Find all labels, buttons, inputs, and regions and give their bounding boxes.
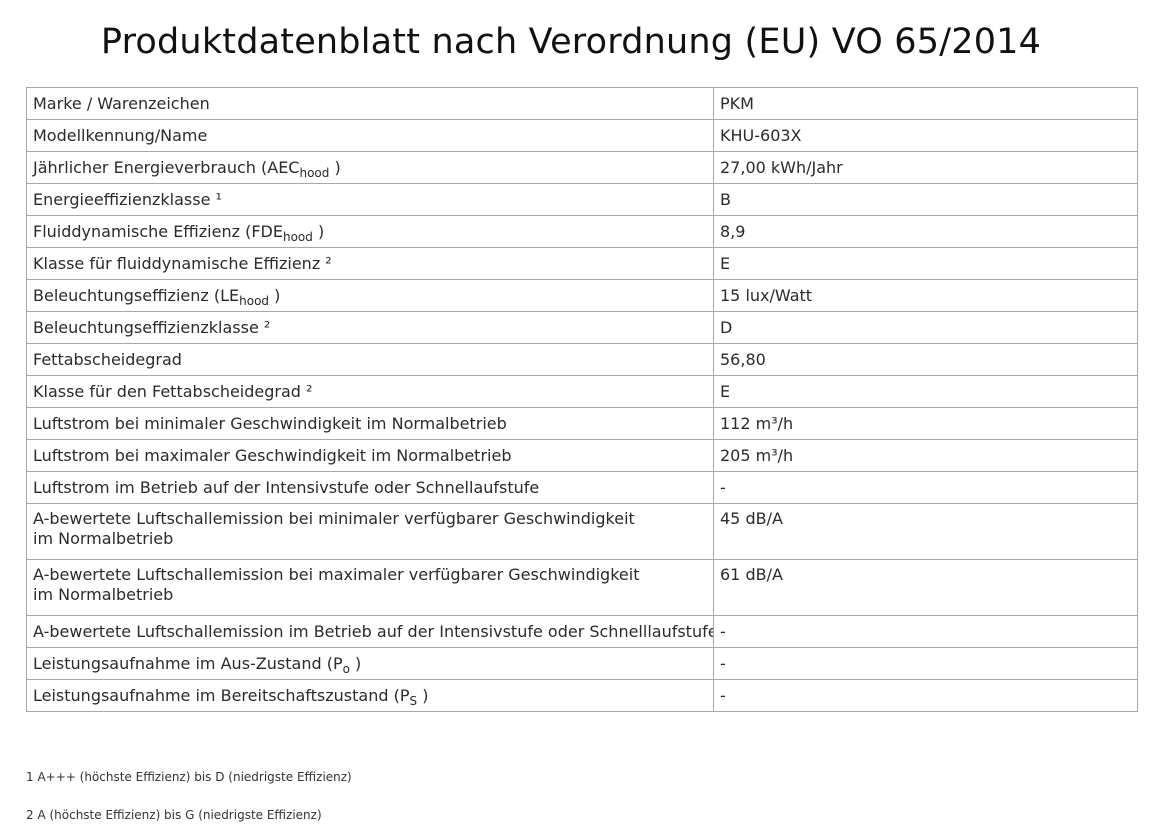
row-value: PKM — [713, 87, 1138, 120]
table-row: Fluiddynamische Effizienz (FDEhood ) 8,9 — [26, 215, 1138, 248]
row-value: - — [713, 679, 1138, 712]
row-value: D — [713, 311, 1138, 344]
table-row: Fettabscheidegrad 56,80 — [26, 343, 1138, 376]
row-label: Beleuchtungseffizienz (LEhood ) — [26, 279, 714, 312]
row-label: Modellkennung/Name — [26, 119, 714, 152]
label-text-end: ) — [269, 285, 281, 305]
label-text: Leistungsaufnahme im Aus-Zustand (P — [33, 653, 343, 673]
table-row: A-bewertete Luftschallemission bei maxim… — [26, 559, 1138, 616]
row-value: - — [713, 471, 1138, 504]
row-label: Fluiddynamische Effizienz (FDEhood ) — [26, 215, 714, 248]
label-text-end: ) — [312, 221, 325, 241]
row-value: 61 dB/A — [713, 559, 1138, 616]
row-label: Leistungsaufnahme im Aus-Zustand (Po ) — [26, 647, 714, 680]
table-row: Leistungsaufnahme im Aus-Zustand (Po ) - — [26, 647, 1138, 680]
label-subscript: hood — [239, 293, 270, 308]
label-subscript: S — [409, 693, 418, 708]
label-line-2: im Normalbetrieb — [33, 529, 174, 548]
row-value: 27,00 kWh/Jahr — [713, 151, 1138, 184]
row-label: Luftstrom bei maximaler Geschwindigkeit … — [26, 439, 714, 472]
row-label: A-bewertete Luftschallemission bei minim… — [26, 503, 714, 560]
table-row: Energieeffizienzklasse ¹ B — [26, 183, 1138, 216]
label-line-1: A-bewertete Luftschallemission bei maxim… — [33, 565, 640, 584]
label-text-end: ) — [417, 685, 429, 705]
row-label: A-bewertete Luftschallemission bei maxim… — [26, 559, 714, 616]
row-value: 112 m³/h — [713, 407, 1138, 440]
label-line-2: im Normalbetrieb — [33, 585, 174, 604]
row-label: Marke / Warenzeichen — [26, 87, 714, 120]
label-text: Beleuchtungseffizienz (LE — [33, 285, 240, 305]
row-label: Fettabscheidegrad — [26, 343, 714, 376]
row-label: A-bewertete Luftschallemission im Betrie… — [26, 615, 714, 648]
row-value: - — [713, 615, 1138, 648]
row-label: Luftstrom im Betrieb auf der Intensivstu… — [26, 471, 714, 504]
label-text: Fluiddynamische Effizienz (FDE — [33, 221, 283, 241]
label-subscript: hood — [299, 165, 330, 180]
table-row: Jährlicher Energieverbrauch (AEChood ) 2… — [26, 151, 1138, 184]
page-title: Produktdatenblatt nach Verordnung (EU) V… — [100, 22, 1042, 62]
row-label: Klasse für den Fettabscheidegrad ² — [26, 375, 714, 408]
row-label: Luftstrom bei minimaler Geschwindigkeit … — [26, 407, 714, 440]
table-row: Luftstrom bei minimaler Geschwindigkeit … — [26, 407, 1138, 440]
product-data-table: Marke / Warenzeichen PKM Modellkennung/N… — [26, 87, 1138, 712]
label-text: Jährlicher Energieverbrauch (AEC — [33, 157, 300, 177]
row-value: - — [713, 647, 1138, 680]
table-row: Beleuchtungseffizienz (LEhood ) 15 lux/W… — [26, 279, 1138, 312]
row-value: 45 dB/A — [713, 503, 1138, 560]
table-row: Leistungsaufnahme im Bereitschaftszustan… — [26, 679, 1138, 712]
row-value: B — [713, 183, 1138, 216]
label-text: Leistungsaufnahme im Bereitschaftszustan… — [33, 685, 410, 705]
label-subscript: hood — [282, 229, 313, 244]
row-value: 205 m³/h — [713, 439, 1138, 472]
table-row: Luftstrom im Betrieb auf der Intensivstu… — [26, 471, 1138, 504]
row-label: Klasse für fluiddynamische Effizienz ² — [26, 247, 714, 280]
table-row: Beleuchtungseffizienzklasse ² D — [26, 311, 1138, 344]
footnote-2: 2 A (höchste Effizienz) bis G (niedrigst… — [26, 808, 322, 822]
label-text-end: ) — [329, 157, 341, 177]
table-row: A-bewertete Luftschallemission im Betrie… — [26, 615, 1138, 648]
row-value: E — [713, 247, 1138, 280]
label-line-1: A-bewertete Luftschallemission bei minim… — [33, 509, 635, 528]
table-row: Klasse für den Fettabscheidegrad ² E — [26, 375, 1138, 408]
table-row: Modellkennung/Name KHU-603X — [26, 119, 1138, 152]
table-row: A-bewertete Luftschallemission bei minim… — [26, 503, 1138, 560]
footnote-1: 1 A+++ (höchste Effizienz) bis D (niedri… — [26, 770, 352, 784]
table-row: Klasse für fluiddynamische Effizienz ² E — [26, 247, 1138, 280]
row-label: Jährlicher Energieverbrauch (AEChood ) — [26, 151, 714, 184]
row-value: 15 lux/Watt — [713, 279, 1138, 312]
label-subscript: o — [342, 661, 350, 676]
table-row: Luftstrom bei maximaler Geschwindigkeit … — [26, 439, 1138, 472]
row-label: Leistungsaufnahme im Bereitschaftszustan… — [26, 679, 714, 712]
table-row: Marke / Warenzeichen PKM — [26, 87, 1138, 120]
row-value: E — [713, 375, 1138, 408]
row-value: 56,80 — [713, 343, 1138, 376]
row-value: 8,9 — [713, 215, 1138, 248]
row-label: Energieeffizienzklasse ¹ — [26, 183, 714, 216]
label-text-end: ) — [349, 653, 362, 673]
row-value: KHU-603X — [713, 119, 1138, 152]
row-label: Beleuchtungseffizienzklasse ² — [26, 311, 714, 344]
